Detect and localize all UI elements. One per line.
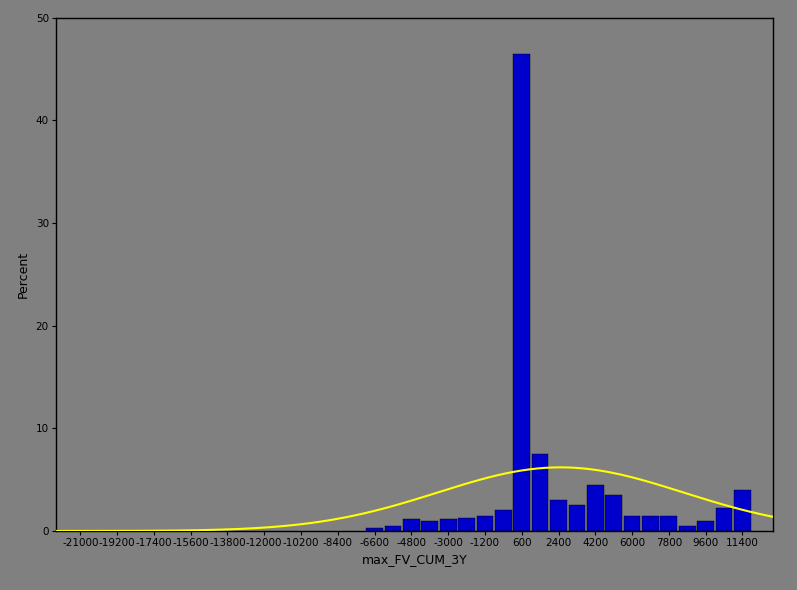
Bar	[734, 490, 751, 531]
Bar	[385, 526, 402, 531]
Bar	[697, 521, 714, 531]
Bar	[550, 500, 567, 531]
Bar	[605, 495, 622, 531]
Bar	[422, 521, 438, 531]
Bar	[477, 516, 493, 531]
Bar	[403, 519, 420, 531]
Bar	[495, 510, 512, 531]
Bar	[624, 516, 641, 531]
Y-axis label: Percent: Percent	[18, 251, 30, 298]
Bar	[458, 517, 475, 531]
Bar	[587, 485, 603, 531]
Bar	[661, 516, 677, 531]
Bar	[366, 528, 383, 531]
Bar	[642, 516, 659, 531]
X-axis label: max_FV_CUM_3Y: max_FV_CUM_3Y	[362, 553, 467, 566]
Bar	[716, 509, 732, 531]
Bar	[513, 54, 530, 531]
Bar	[532, 454, 548, 531]
Bar	[568, 505, 585, 531]
Bar	[679, 526, 696, 531]
Bar	[440, 519, 457, 531]
